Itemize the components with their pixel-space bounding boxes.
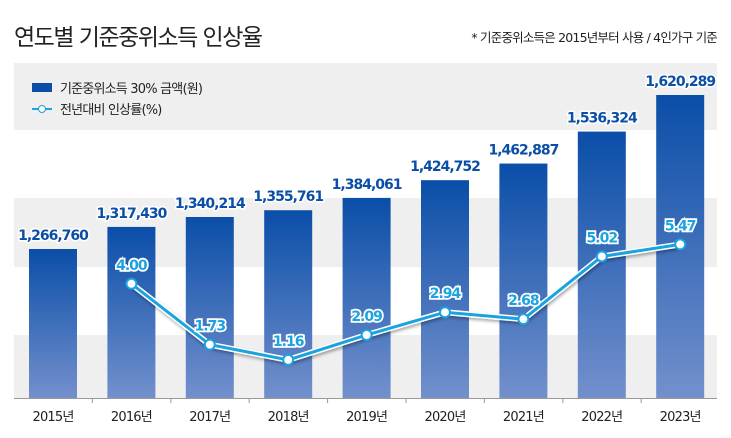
rate-value-label: 1.16 <box>273 334 304 350</box>
x-tick-label: 2021년 <box>503 410 544 425</box>
bar-value-label: 1,384,061 <box>332 177 402 193</box>
legend-item-bar: 기준중위소득 30% 금액(원) <box>32 77 203 98</box>
rate-point <box>439 306 451 319</box>
rate-value-label: 1.73 <box>195 319 226 335</box>
legend: 기준중위소득 30% 금액(원) 전년대비 인상률(%) <box>32 77 203 119</box>
bar <box>342 197 391 398</box>
bar-value-label: 1,462,887 <box>488 143 558 159</box>
rate-point <box>360 328 373 341</box>
rate-value-label: 5.02 <box>587 230 618 246</box>
rate-point <box>517 313 530 326</box>
rate-value-label: 5.47 <box>665 218 696 234</box>
x-tick-label: 2018년 <box>268 410 309 425</box>
rate-value-label: 2.09 <box>351 309 382 325</box>
bar <box>264 210 313 398</box>
x-tick-label: 2017년 <box>189 410 230 425</box>
bar-value-label: 1,536,324 <box>567 111 638 127</box>
rate-line <box>130 242 681 362</box>
rate-point <box>595 250 608 263</box>
rate-value-label: 2.68 <box>508 293 539 309</box>
rate-value-label: 2.94 <box>430 286 462 302</box>
bar <box>421 180 469 398</box>
legend-label-line: 전년대비 인상률(%) <box>60 103 162 118</box>
rate-point <box>282 353 295 366</box>
x-tick-label: 2020년 <box>424 410 465 425</box>
x-tick-label: 2023년 <box>660 410 701 425</box>
bar-value-label: 1,266,760 <box>18 228 89 244</box>
rate-point <box>203 338 216 351</box>
bar-value-label: 1,340,214 <box>175 196 246 212</box>
bar <box>107 226 156 398</box>
rate-point <box>674 238 687 251</box>
bar-value-label: 1,355,761 <box>253 189 323 205</box>
bar <box>499 163 548 398</box>
rate-value-label: 4.00 <box>116 258 148 274</box>
bar-value-label: 1,620,289 <box>645 74 715 90</box>
x-tick-label: 2015년 <box>32 410 73 425</box>
x-tick-label: 2022년 <box>581 410 622 425</box>
bar <box>185 217 234 398</box>
legend-label-bar: 기준중위소득 30% 금액(원) <box>60 82 203 97</box>
bar-value-label: 1,317,430 <box>96 206 167 222</box>
bar-value-label: 1,424,752 <box>410 159 480 175</box>
chart-title: 연도별 기준중위소득 인상율 <box>14 25 263 51</box>
grid-band <box>14 63 717 130</box>
line-swatch-icon <box>32 104 52 113</box>
legend-item-line: 전년대비 인상률(%) <box>32 98 202 119</box>
x-tick-label: 2016년 <box>111 410 152 425</box>
chart-note: * 기준중위소득은 2015년부터 사용 / 4인가구 기준 <box>471 30 717 45</box>
bar-swatch-icon <box>32 83 52 92</box>
bar <box>577 131 626 398</box>
rate-point <box>125 277 138 290</box>
bar <box>29 248 77 398</box>
x-tick-label: 2019년 <box>346 410 387 425</box>
